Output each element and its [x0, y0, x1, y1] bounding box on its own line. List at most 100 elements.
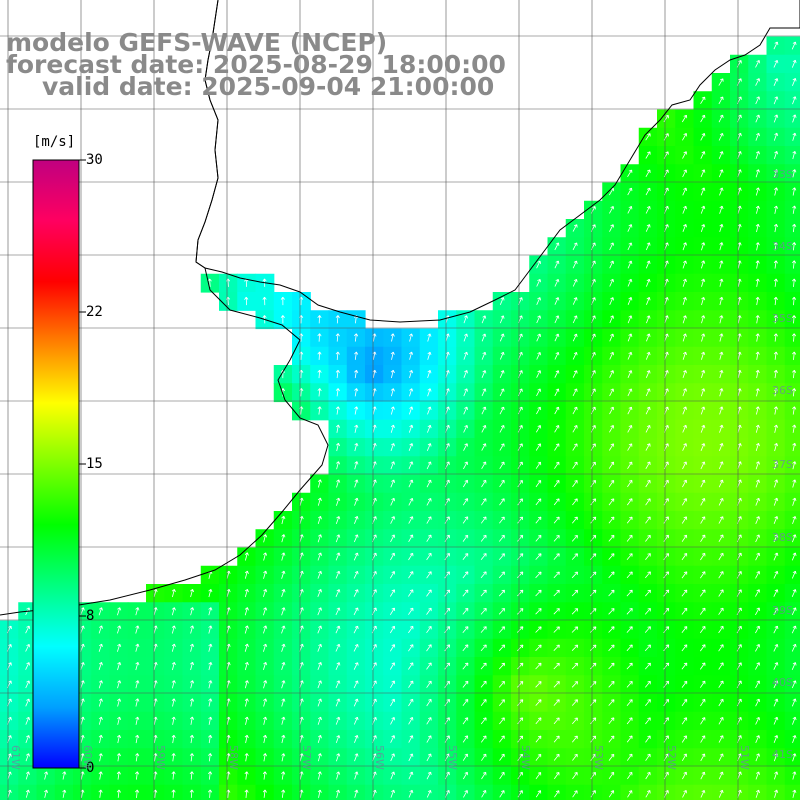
wind-cell [693, 146, 713, 165]
wind-arrow [718, 534, 724, 543]
wind-arrow [335, 315, 340, 324]
wind-cell [456, 748, 476, 768]
wind-arrow [535, 772, 542, 780]
wind-arrow [571, 626, 579, 633]
wind-arrow [792, 497, 797, 506]
wind-arrow [427, 388, 432, 397]
wind-cell [565, 346, 585, 366]
wind-cell [529, 310, 549, 330]
wind-arrow [681, 699, 688, 707]
lon-label: 58W [227, 745, 240, 770]
wind-cell [547, 419, 567, 439]
wind-cell [438, 565, 457, 585]
wind-arrow [609, 224, 615, 232]
wind-cell [620, 584, 640, 603]
wind-arrow [773, 78, 779, 86]
colorbar-scale [32, 159, 80, 769]
wind-cell [638, 383, 658, 403]
wind-arrow [353, 589, 359, 597]
wind-arrow [480, 644, 487, 652]
wind-cell [584, 365, 603, 384]
wind-cell [638, 146, 658, 165]
wind-arrow [536, 278, 541, 287]
wind-arrow [389, 571, 396, 579]
wind-arrow [627, 461, 633, 470]
wind-arrow [701, 315, 706, 324]
wind-cell [657, 182, 676, 202]
wind-arrow [536, 370, 542, 378]
wind-arrow [792, 479, 797, 488]
wind-arrow [317, 388, 322, 397]
wind-arrow [499, 370, 505, 378]
wind-arrow [536, 315, 541, 324]
wind-arrow [681, 553, 688, 561]
wind-arrow [626, 516, 633, 524]
wind-arrow [354, 424, 359, 433]
wind-cell [547, 730, 567, 749]
wind-arrow [426, 461, 432, 470]
wind-arrow [80, 698, 85, 707]
wind-arrow [317, 734, 322, 744]
wind-cell [529, 438, 549, 457]
wind-cell [547, 638, 567, 658]
wind-arrow [499, 771, 505, 780]
wind-arrow [135, 661, 140, 671]
wind-arrow [517, 608, 524, 615]
wind-arrow [791, 680, 797, 689]
wind-cell [675, 620, 695, 640]
wind-arrow [699, 589, 706, 597]
wind-arrow [755, 680, 761, 689]
wind-arrow [792, 516, 797, 525]
wind-arrow [681, 607, 688, 615]
wind-cell [784, 328, 800, 348]
wind-cell [401, 711, 421, 731]
wind-arrow [682, 315, 687, 324]
wind-arrow [572, 260, 578, 269]
wind-cell [766, 54, 786, 74]
wind-arrow [444, 516, 450, 524]
wind-arrow [317, 479, 322, 488]
wind-cell [565, 529, 585, 549]
wind-arrow [718, 78, 724, 86]
wind-arrow [353, 643, 359, 652]
wind-arrow [590, 608, 597, 615]
wind-cell [693, 310, 713, 330]
wind-cell [766, 164, 786, 184]
wind-cell [419, 456, 439, 476]
wind-arrow [626, 553, 633, 560]
wind-cell [492, 602, 512, 622]
wind-cell [602, 328, 622, 348]
wind-cell [748, 602, 768, 622]
wind-arrow [681, 516, 688, 524]
lon-label: 60W [81, 745, 94, 770]
wind-arrow [608, 662, 615, 670]
wind-arrow [755, 662, 761, 670]
wind-arrow [244, 607, 249, 616]
wind-cell [365, 693, 384, 713]
wind-arrow [171, 716, 176, 725]
wind-arrow [317, 534, 322, 543]
wind-arrow [663, 735, 669, 743]
wind-cell [438, 784, 457, 800]
wind-cell [529, 419, 549, 439]
wind-arrow [571, 516, 578, 524]
wind-arrow [517, 498, 523, 506]
wind-cell [638, 730, 658, 749]
wind-arrow [98, 734, 103, 744]
wind-cell [511, 419, 530, 439]
wind-cell [784, 54, 800, 74]
wind-cell [784, 255, 800, 275]
wind-cell [602, 219, 622, 238]
wind-cell [657, 565, 676, 585]
wind-arrow [498, 589, 505, 597]
wind-arrow [719, 443, 724, 451]
wind-arrow [317, 643, 322, 652]
wind-cell [456, 657, 476, 676]
wind-cell [584, 511, 603, 530]
wind-cell [547, 273, 567, 293]
wind-arrow [262, 734, 268, 744]
wind-arrow [626, 753, 633, 761]
wind-arrow [390, 516, 396, 524]
wind-arrow [626, 717, 633, 725]
wind-cell [565, 784, 585, 800]
